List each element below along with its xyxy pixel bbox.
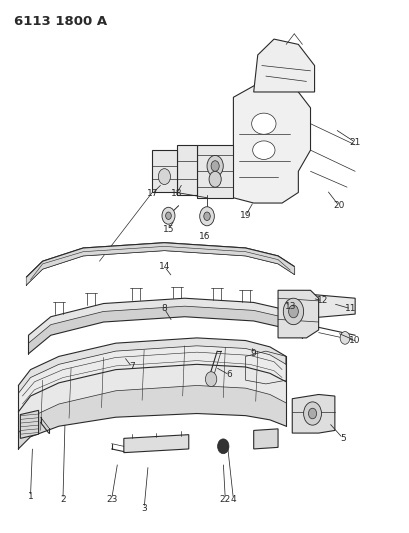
Polygon shape: [18, 385, 285, 449]
Text: 5: 5: [339, 434, 345, 443]
Text: 19: 19: [239, 211, 251, 220]
Ellipse shape: [252, 141, 274, 159]
Text: 9: 9: [250, 349, 256, 358]
Text: 15: 15: [162, 225, 174, 234]
Text: 12: 12: [316, 296, 328, 305]
Circle shape: [288, 305, 298, 318]
Polygon shape: [124, 435, 188, 453]
Text: 14: 14: [158, 262, 170, 271]
Text: 3: 3: [141, 504, 147, 513]
Circle shape: [203, 212, 210, 221]
Polygon shape: [277, 290, 318, 338]
Circle shape: [162, 207, 175, 224]
Circle shape: [283, 298, 303, 325]
Polygon shape: [18, 365, 285, 433]
Text: 1: 1: [27, 492, 33, 501]
Polygon shape: [277, 293, 354, 319]
Circle shape: [207, 156, 223, 176]
Circle shape: [303, 402, 321, 425]
Text: 6113 1800 A: 6113 1800 A: [14, 15, 107, 28]
Circle shape: [339, 332, 349, 344]
Circle shape: [165, 212, 171, 220]
Text: 4: 4: [230, 495, 236, 504]
Polygon shape: [18, 346, 285, 412]
Polygon shape: [28, 306, 302, 354]
Polygon shape: [292, 394, 334, 433]
Circle shape: [209, 171, 221, 187]
Circle shape: [217, 439, 228, 454]
Polygon shape: [253, 429, 277, 449]
Text: 2: 2: [60, 495, 65, 504]
Circle shape: [199, 207, 214, 226]
Circle shape: [211, 161, 219, 171]
Text: 6: 6: [226, 370, 231, 379]
Polygon shape: [26, 243, 294, 285]
Text: 18: 18: [171, 189, 182, 198]
Circle shape: [308, 408, 316, 419]
Ellipse shape: [251, 113, 275, 134]
Circle shape: [205, 372, 216, 386]
Text: 10: 10: [348, 336, 360, 345]
Text: 21: 21: [348, 138, 360, 147]
Polygon shape: [152, 150, 176, 192]
Text: 8: 8: [161, 304, 167, 313]
Polygon shape: [20, 410, 38, 438]
Polygon shape: [233, 82, 310, 203]
Polygon shape: [196, 145, 233, 198]
Polygon shape: [28, 298, 302, 343]
Text: 20: 20: [333, 201, 344, 210]
Circle shape: [158, 168, 170, 184]
Text: 22: 22: [219, 495, 230, 504]
Text: 11: 11: [344, 304, 356, 313]
Text: 23: 23: [106, 495, 117, 504]
Text: 7: 7: [129, 362, 135, 372]
Polygon shape: [176, 145, 196, 195]
Polygon shape: [253, 39, 314, 92]
Text: 13: 13: [284, 302, 295, 311]
Text: 17: 17: [146, 189, 157, 198]
Text: 16: 16: [199, 232, 210, 241]
Polygon shape: [18, 338, 285, 412]
